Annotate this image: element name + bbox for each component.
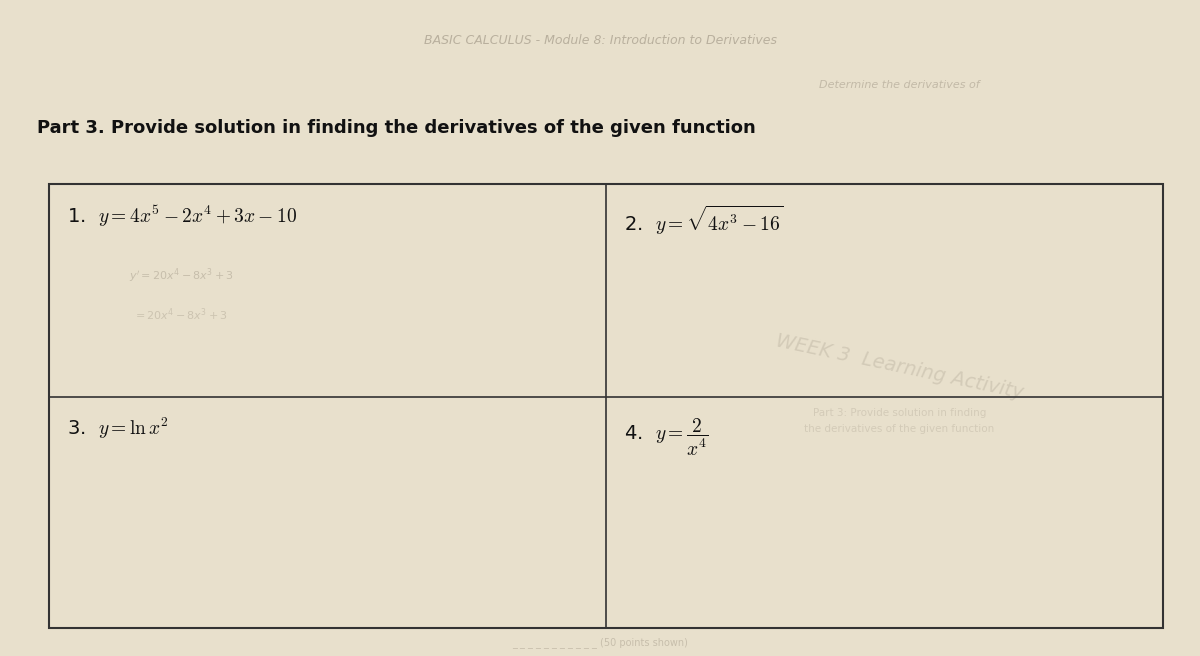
Text: $= 20x^4 - 8x^3 + 3$: $= 20x^4 - 8x^3 + 3$ bbox=[133, 306, 228, 323]
Text: 3.  $y=\ln x^2$: 3. $y=\ln x^2$ bbox=[67, 416, 169, 441]
Text: Part 3. Provide solution in finding the derivatives of the given function: Part 3. Provide solution in finding the … bbox=[37, 119, 756, 137]
Text: $y' = 20x^4 - 8x^3 + 3$: $y' = 20x^4 - 8x^3 + 3$ bbox=[128, 266, 233, 285]
Text: WEEK 3  Learning Activity: WEEK 3 Learning Activity bbox=[774, 332, 1025, 403]
Text: the derivatives of the given function: the derivatives of the given function bbox=[804, 424, 995, 434]
Text: Part 3: Provide solution in finding: Part 3: Provide solution in finding bbox=[812, 408, 986, 418]
Text: 4.  $y=\dfrac{2}{x^4}$: 4. $y=\dfrac{2}{x^4}$ bbox=[624, 416, 709, 457]
Text: Determine the derivatives of: Determine the derivatives of bbox=[818, 80, 979, 90]
Text: 2.  $y = \sqrt{4x^3 - 16}$: 2. $y = \sqrt{4x^3 - 16}$ bbox=[624, 204, 784, 237]
Text: _ _ _ _ _ _ _ _ _ _ _ (50 points shown): _ _ _ _ _ _ _ _ _ _ _ (50 points shown) bbox=[512, 637, 688, 648]
Text: 1.  $y= 4x^5 - 2x^4 + 3x - 10$: 1. $y= 4x^5 - 2x^4 + 3x - 10$ bbox=[67, 204, 298, 229]
Text: BASIC CALCULUS - Module 8: Introduction to Derivatives: BASIC CALCULUS - Module 8: Introduction … bbox=[424, 34, 776, 47]
